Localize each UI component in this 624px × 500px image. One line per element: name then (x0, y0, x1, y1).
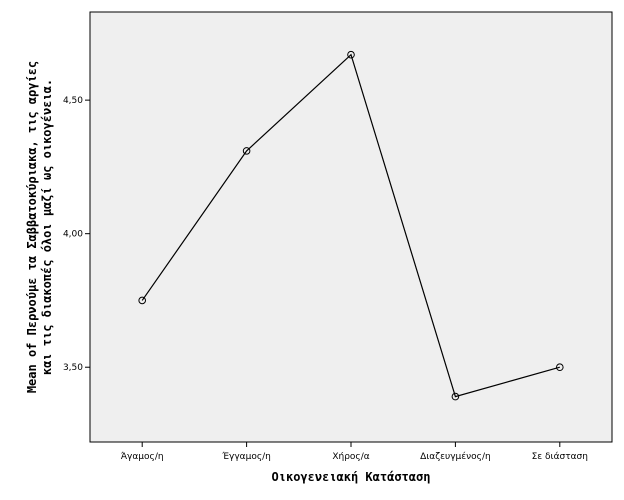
y-tick-label: 3,50 (63, 363, 83, 373)
data-point (242, 147, 251, 155)
data-point (347, 50, 355, 59)
x-axis: Άγαμος/η Έγγαμος/η Χήρος/α Διαζευγμένος/η Σε… (121, 442, 588, 462)
series-line (141, 53, 560, 398)
data-markers (138, 50, 564, 401)
y-axis-title-line-2: και τις διακοπές όλοι μαζί ως οικογένεια… (40, 79, 54, 375)
x-tick-label: Διαζευγμένος/η (420, 451, 491, 462)
x-tick-label: Χήρος/α (332, 452, 369, 462)
data-point (138, 296, 146, 305)
data-point (451, 392, 460, 401)
y-tick-label: 4,50 (63, 96, 83, 106)
x-axis-title: Οικογενειακή Κατάσταση (272, 470, 431, 484)
x-tick-label: Σε διάσταση (532, 452, 588, 462)
y-axis: 3,50 4,00 4,50 (63, 96, 90, 373)
y-axis-title-line-1: Mean of Περνούμε τα Σαββατοκύριακα, τις … (25, 61, 39, 393)
data-point (556, 363, 564, 372)
y-axis-title: Mean of Περνούμε τα Σαββατοκύριακα, τις … (25, 61, 54, 393)
x-tick-label: Άγαμος/η (121, 452, 164, 462)
y-tick-label: 4,00 (63, 230, 83, 240)
x-tick-label: Έγγαμος/η (221, 452, 271, 462)
plot-area (89, 11, 613, 443)
